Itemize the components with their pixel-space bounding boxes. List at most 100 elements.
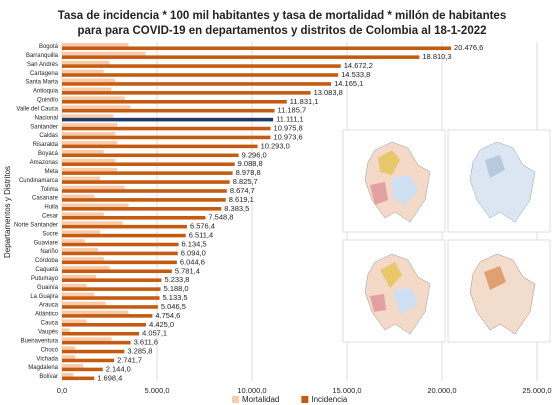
data-label: 4.754,6 — [155, 311, 180, 320]
bar — [62, 117, 274, 122]
data-label: 5.233,8 — [164, 275, 189, 284]
data-label: 8.674,7 — [230, 186, 255, 195]
y-tick-label: Bolívar — [39, 374, 58, 380]
bar — [62, 349, 125, 354]
y-tick-label: Caquetá — [35, 267, 58, 273]
bar — [62, 323, 147, 327]
y-tick-label: Cauca — [41, 321, 59, 327]
data-label: 8.383,5 — [224, 204, 249, 213]
bar — [62, 114, 114, 118]
bar — [62, 123, 118, 127]
data-label: 10.973,6 — [273, 132, 302, 141]
data-label: 2.741,7 — [117, 355, 142, 364]
data-label: 18.810,3 — [422, 52, 451, 61]
bar — [62, 224, 187, 229]
y-tick-label: Buenaventura — [21, 338, 59, 344]
y-tick-label: Quindío — [37, 98, 59, 104]
y-tick-label: Amazonas — [30, 160, 58, 166]
y-tick-label: Valle del Cauca — [16, 106, 58, 112]
bar — [62, 287, 161, 291]
bar — [62, 346, 76, 350]
bar — [62, 194, 95, 199]
legend-swatch — [301, 396, 309, 403]
bar — [62, 105, 131, 109]
data-label: 11.831,1 — [290, 97, 319, 106]
bar — [62, 51, 146, 56]
data-label: 10.975,8 — [274, 124, 303, 133]
bar — [62, 144, 258, 149]
y-tick-label: Cartagena — [30, 71, 59, 77]
y-tick-label: Córdoba — [35, 258, 59, 264]
legend-swatch — [232, 396, 239, 403]
x-tick-label: 25.000,0 — [522, 386, 551, 395]
y-tick-label: Cundinamarca — [19, 178, 59, 184]
bar — [62, 301, 106, 306]
bar — [62, 42, 129, 47]
x-tick-label: 10.000,0 — [237, 386, 266, 395]
y-tick-label: Santa Marta — [25, 80, 58, 86]
y-tick-label: Putumayo — [31, 276, 59, 282]
bar — [62, 256, 104, 261]
x-tick-label: 20.000,0 — [427, 386, 456, 395]
bar — [62, 171, 233, 175]
bar — [62, 340, 131, 345]
data-label: 20.476,6 — [454, 43, 483, 52]
bar — [62, 233, 186, 238]
data-label: 1.698,4 — [97, 373, 122, 382]
bar — [62, 46, 452, 51]
plot: 0,0 5.000,0 10.000,0 15.000,0 20.000,0 25.000… — [14, 42, 552, 395]
data-label: 6.511,4 — [189, 231, 213, 240]
legend: Mortalidad Incidencia — [232, 395, 348, 404]
y-tick-label: Meta — [45, 169, 59, 175]
map-panels — [342, 129, 551, 343]
bar — [62, 230, 100, 234]
x-tick-label: 0,0 — [57, 386, 67, 395]
data-label: 13.083,8 — [314, 88, 343, 97]
bar — [62, 239, 85, 243]
data-label: 6.044,6 — [180, 257, 205, 266]
data-label: 11.185,7 — [278, 106, 307, 115]
bar — [62, 87, 112, 92]
data-label: 5.781,4 — [175, 266, 200, 275]
y-tick-label: Huila — [44, 205, 58, 211]
y-tick-label: Sucre — [42, 231, 58, 237]
bar — [62, 314, 153, 318]
data-label: 10.293,0 — [261, 141, 290, 150]
data-label: 6.134,5 — [182, 239, 207, 248]
bar — [62, 108, 275, 113]
bar — [62, 189, 227, 193]
data-label: 8.619,1 — [229, 195, 254, 204]
bar — [62, 319, 87, 324]
y-tick-label: Vaupés — [38, 330, 58, 336]
y-tick-label: La Guajira — [30, 294, 58, 300]
bar — [62, 78, 116, 83]
y-tick-label: Atlántico — [35, 312, 59, 318]
bar — [62, 149, 104, 154]
map-panel — [447, 129, 551, 233]
y-axis-title: Departamentos y Distritos — [3, 166, 12, 258]
bar — [62, 167, 118, 172]
data-label: 7.548,8 — [208, 213, 233, 222]
y-tick-label: Barranquilla — [26, 53, 59, 59]
data-label: 5.046,5 — [161, 302, 186, 311]
bar — [62, 135, 271, 140]
bar — [62, 176, 100, 181]
y-tick-label: Boyacá — [38, 151, 59, 157]
bar — [62, 296, 160, 300]
y-tick-label: Magdalena — [28, 365, 58, 371]
bar — [62, 221, 123, 225]
data-label: 8.825,7 — [233, 177, 258, 186]
y-tick-label: Chocó — [41, 347, 59, 353]
data-label: 14.533,8 — [341, 70, 370, 79]
bar — [62, 180, 230, 184]
bar — [62, 242, 179, 247]
bar — [62, 126, 271, 131]
data-label: 3.611,6 — [134, 338, 158, 347]
bar — [62, 64, 341, 68]
y-tick-label: Bogotá — [39, 44, 59, 50]
y-tick-label: Santander — [30, 124, 58, 130]
bar — [62, 212, 104, 216]
data-label: 4.057,1 — [142, 329, 167, 338]
chart-title: Tasa de incidencia * 100 mil habitantes … — [58, 10, 506, 22]
x-tick-label: 5.000,0 — [144, 386, 169, 395]
